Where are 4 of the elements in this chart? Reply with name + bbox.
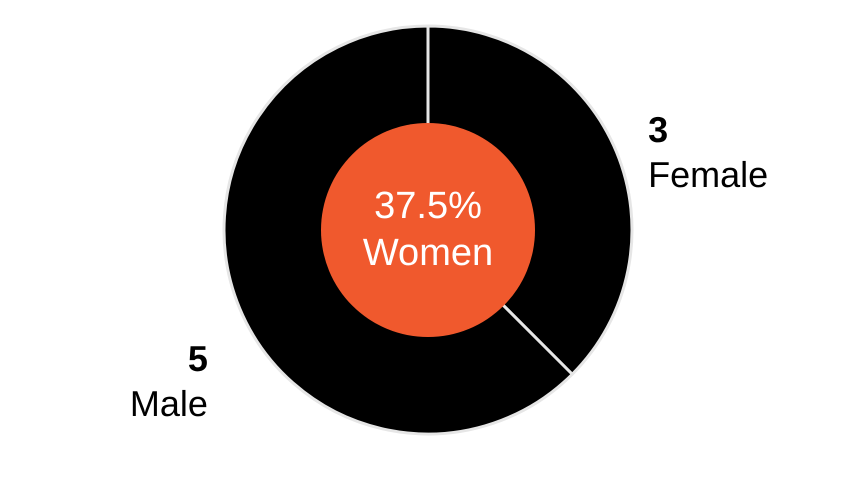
data-label: 5 bbox=[188, 338, 208, 379]
slice-label: Male bbox=[130, 382, 208, 424]
data-label: 3 bbox=[648, 109, 668, 150]
slice-label: Female bbox=[648, 154, 768, 196]
